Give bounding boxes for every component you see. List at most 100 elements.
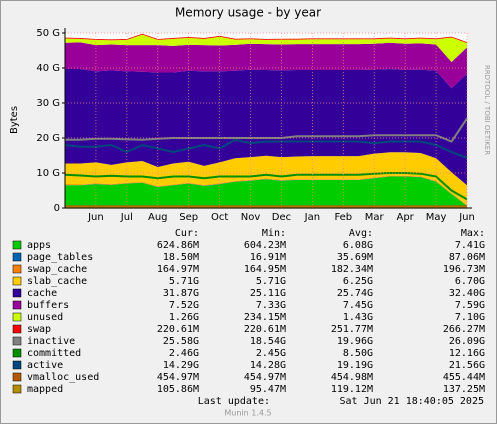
legend-stat: 6.08G — [343, 240, 373, 251]
legend-stat: 454.97M — [157, 372, 199, 383]
legend-stat: 119.12M — [331, 384, 373, 395]
area — [65, 152, 467, 206]
legend-swatch — [12, 324, 22, 334]
area — [65, 176, 467, 208]
legend-stat: 220.61M — [244, 324, 286, 335]
x-tick-label: Dec — [272, 212, 291, 223]
legend-entry: swap_cache — [27, 264, 87, 275]
x-tick-label: Jun — [87, 212, 104, 223]
legend-stat: 35.69M — [337, 252, 373, 263]
legend-stat: 87.06M — [449, 252, 485, 263]
legend-stat: 2.45G — [256, 348, 286, 359]
legend-header: Min: — [262, 228, 286, 239]
legend-swatch — [12, 372, 22, 382]
legend-stat: 95.47M — [250, 384, 286, 395]
legend-entry: vmalloc_used — [27, 372, 99, 383]
legend-stat: 25.58G — [163, 336, 199, 347]
legend-swatch — [12, 300, 22, 310]
legend-stat: 624.86M — [157, 240, 199, 251]
legend-stat: 12.16G — [449, 348, 485, 359]
x-tick-label: Apr — [396, 212, 414, 223]
last-update: Sat Jun 21 18:40:05 2025 — [340, 396, 485, 407]
legend-stat: 105.86M — [157, 384, 199, 395]
legend-stat: 234.15M — [244, 312, 286, 323]
legend-stat: 6.25G — [343, 276, 373, 287]
legend-stat: 5.71G — [169, 276, 199, 287]
chart-title: Memory usage - by year — [175, 6, 321, 20]
y-tick-label: 40 G — [36, 63, 60, 74]
legend-stat: 164.97M — [157, 264, 199, 275]
legend-stat: 14.28G — [250, 360, 286, 371]
legend-entry: committed — [27, 348, 81, 359]
y-axis-label: Bytes — [9, 106, 20, 134]
line — [64, 138, 468, 159]
legend-entry: active — [27, 360, 63, 371]
x-tick-label: May — [426, 212, 447, 223]
side-label: RRDTOOL / TOBI OETIKER — [483, 65, 491, 155]
y-tick-label: 10 G — [36, 168, 60, 179]
legend-stat: 7.45G — [343, 300, 373, 311]
legend-swatch — [12, 360, 22, 370]
legend-stat: 251.77M — [331, 324, 373, 335]
legend-stat: 19.96G — [337, 336, 373, 347]
legend-entry: swap — [27, 324, 51, 335]
x-tick-label: Nov — [241, 212, 261, 223]
x-tick-label: Jun — [458, 212, 475, 223]
legend-stat: 16.91M — [250, 252, 286, 263]
legend-entry: buffers — [27, 300, 69, 311]
y-tick-label: 0 — [54, 203, 60, 214]
legend-stat: 1.26G — [169, 312, 199, 323]
legend-stat: 137.25M — [443, 384, 485, 395]
legend-swatch — [12, 264, 22, 274]
legend-stat: 32.40G — [449, 288, 485, 299]
legend-entry: slab_cache — [27, 276, 87, 287]
legend-stat: 1.43G — [343, 312, 373, 323]
legend-stat: 8.50G — [343, 348, 373, 359]
legend-stat: 14.29G — [163, 360, 199, 371]
legend-stat: 604.23M — [244, 240, 286, 251]
legend-stat: 455.44M — [443, 372, 485, 383]
x-tick-label: Feb — [334, 212, 352, 223]
legend-swatch — [12, 276, 22, 286]
legend-stat: 6.70G — [455, 276, 485, 287]
legend-swatch — [12, 336, 22, 346]
x-tick-label: Jul — [120, 212, 133, 223]
x-tick-label: Jan — [304, 212, 320, 223]
legend-swatch — [12, 240, 22, 250]
legend-entry: inactive — [27, 336, 75, 347]
area — [65, 42, 467, 89]
legend-swatch — [12, 348, 22, 358]
legend-header: Max: — [461, 228, 485, 239]
y-tick-label: 50 G — [36, 28, 60, 39]
x-tick-label: Sep — [179, 212, 198, 223]
legend-stat: 31.87G — [163, 288, 199, 299]
legend-stat: 7.33G — [256, 300, 286, 311]
x-tick-label: Aug — [148, 212, 168, 223]
legend-swatch — [12, 384, 22, 394]
legend-stat: 196.73M — [443, 264, 485, 275]
legend-stat: 18.50M — [163, 252, 199, 263]
legend-stat: 7.59G — [455, 300, 485, 311]
legend-stat: 21.56G — [449, 360, 485, 371]
area — [65, 175, 467, 206]
legend-stat: 18.54G — [250, 336, 286, 347]
footer: Munin 1.4.5 — [224, 409, 271, 418]
legend-stat: 5.71G — [256, 276, 286, 287]
legend-stat: 25.11G — [250, 288, 286, 299]
legend-stat: 454.97M — [244, 372, 286, 383]
legend-stat: 25.74G — [337, 288, 373, 299]
legend-stat: 266.27M — [443, 324, 485, 335]
y-tick-label: 20 G — [36, 133, 60, 144]
legend-stat: 7.41G — [455, 240, 485, 251]
last-update-label: Last update: — [198, 396, 270, 407]
line — [64, 172, 468, 201]
legend-entry: page_tables — [27, 252, 93, 263]
legend-entry: apps — [27, 240, 51, 251]
legend-stat: 7.52G — [169, 300, 199, 311]
legend-stat: 7.10G — [455, 312, 485, 323]
area — [65, 33, 467, 43]
x-tick-label: Oct — [211, 212, 228, 223]
legend-header: Cur: — [175, 228, 199, 239]
legend-swatch — [12, 288, 22, 298]
